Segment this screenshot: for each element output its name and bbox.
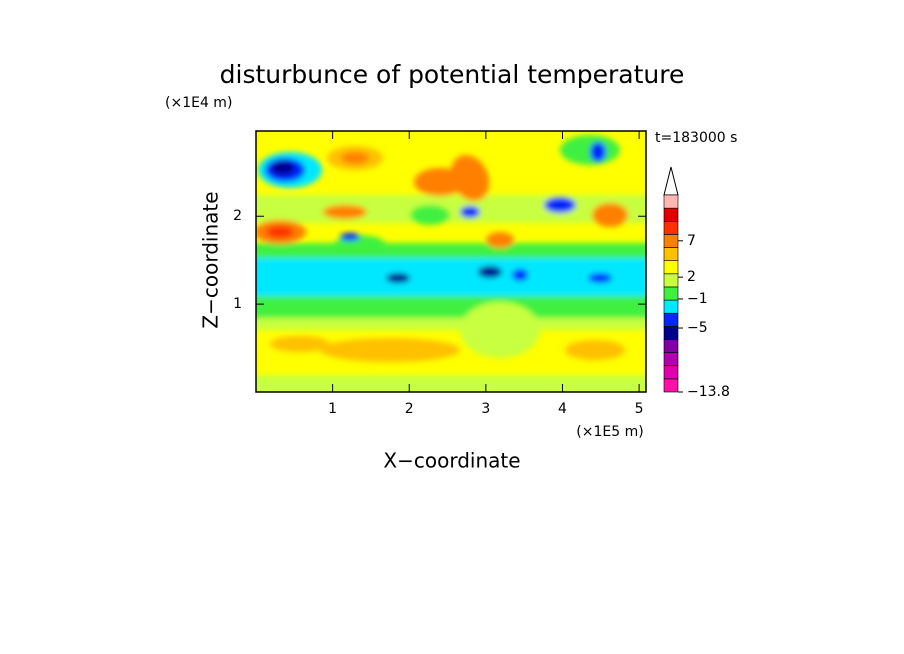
x-tick-label: 3 xyxy=(481,401,490,417)
contour-field xyxy=(256,131,646,392)
colorbar-segment xyxy=(663,234,679,248)
colorbar-tick-label: −13.8 xyxy=(687,384,730,400)
x-tick-label: 1 xyxy=(328,401,337,417)
colorbar-segment xyxy=(663,339,679,353)
x-tick-label: 5 xyxy=(635,401,644,417)
colorbar-tick-label: −5 xyxy=(687,320,708,336)
x-tick-label: 4 xyxy=(558,401,567,417)
colorbar-segment xyxy=(663,352,679,367)
colorbar-tick-label: 2 xyxy=(687,269,696,285)
y-tick-label: 2 xyxy=(233,208,242,224)
colorbar-tick-label: 7 xyxy=(687,233,696,249)
y-axis-label: Z−coordinate xyxy=(199,191,223,328)
colorbar-arrow xyxy=(663,166,679,196)
colorbar-segment xyxy=(663,247,679,261)
x-unit: (×1E5 m) xyxy=(576,424,643,440)
colorbar-segment xyxy=(663,273,679,288)
colorbar-segment xyxy=(663,312,679,327)
colorbar-segment xyxy=(663,326,679,340)
colorbar-segment xyxy=(663,378,679,393)
colorbar-segment xyxy=(663,194,679,209)
time-label: t=183000 s xyxy=(655,130,737,146)
plot-frame xyxy=(255,130,647,393)
y-unit: (×1E4 m) xyxy=(165,95,232,111)
colorbar-segment xyxy=(663,260,679,275)
y-tick-label: 1 xyxy=(233,296,242,312)
colorbar-tick-label: −1 xyxy=(687,291,708,307)
colorbar-segment xyxy=(663,220,679,235)
colorbar-segment xyxy=(663,207,679,222)
field-shapes xyxy=(256,135,646,392)
colorbar-segment xyxy=(663,286,679,301)
x-axis-label: X−coordinate xyxy=(383,449,520,473)
colorbar-segment xyxy=(663,365,679,380)
chart-title: disturbunce of potential temperature xyxy=(220,60,685,89)
colorbar-segment xyxy=(663,299,679,314)
x-tick-label: 2 xyxy=(405,401,414,417)
